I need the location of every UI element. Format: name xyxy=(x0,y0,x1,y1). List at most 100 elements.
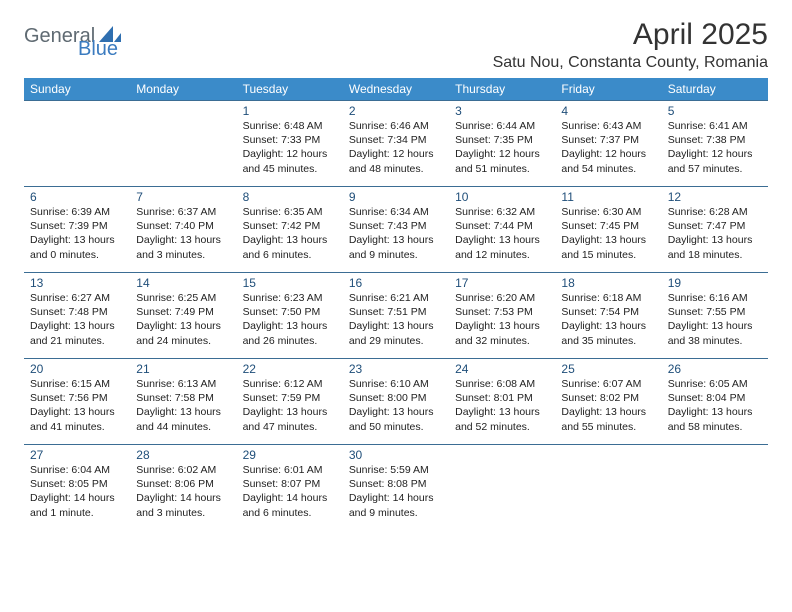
calendar-day-cell: 6Sunrise: 6:39 AM Sunset: 7:39 PM Daylig… xyxy=(24,187,130,273)
day-number: 27 xyxy=(30,448,124,462)
day-detail-text: Sunrise: 6:30 AM Sunset: 7:45 PM Dayligh… xyxy=(561,205,655,262)
calendar-day-cell xyxy=(24,101,130,187)
day-detail-text: Sunrise: 6:04 AM Sunset: 8:05 PM Dayligh… xyxy=(30,463,124,520)
calendar-day-cell xyxy=(449,445,555,531)
day-detail-text: Sunrise: 6:34 AM Sunset: 7:43 PM Dayligh… xyxy=(349,205,443,262)
day-number: 22 xyxy=(243,362,337,376)
calendar-day-cell: 3Sunrise: 6:44 AM Sunset: 7:35 PM Daylig… xyxy=(449,101,555,187)
calendar-day-cell: 1Sunrise: 6:48 AM Sunset: 7:33 PM Daylig… xyxy=(237,101,343,187)
day-number: 1 xyxy=(243,104,337,118)
calendar-day-cell: 22Sunrise: 6:12 AM Sunset: 7:59 PM Dayli… xyxy=(237,359,343,445)
location-text: Satu Nou, Constanta County, Romania xyxy=(493,54,768,72)
day-detail-text: Sunrise: 6:35 AM Sunset: 7:42 PM Dayligh… xyxy=(243,205,337,262)
day-number: 24 xyxy=(455,362,549,376)
day-number: 21 xyxy=(136,362,230,376)
month-title: April 2025 xyxy=(493,18,768,52)
weekday-header: Thursday xyxy=(449,78,555,101)
day-number: 25 xyxy=(561,362,655,376)
title-block: April 2025 Satu Nou, Constanta County, R… xyxy=(493,18,768,72)
calendar-week-row: 1Sunrise: 6:48 AM Sunset: 7:33 PM Daylig… xyxy=(24,101,768,187)
weekday-header: Friday xyxy=(555,78,661,101)
day-detail-text: Sunrise: 6:43 AM Sunset: 7:37 PM Dayligh… xyxy=(561,119,655,176)
day-number: 10 xyxy=(455,190,549,204)
day-detail-text: Sunrise: 6:41 AM Sunset: 7:38 PM Dayligh… xyxy=(668,119,762,176)
calendar-day-cell: 13Sunrise: 6:27 AM Sunset: 7:48 PM Dayli… xyxy=(24,273,130,359)
calendar-week-row: 27Sunrise: 6:04 AM Sunset: 8:05 PM Dayli… xyxy=(24,445,768,531)
calendar-day-cell: 23Sunrise: 6:10 AM Sunset: 8:00 PM Dayli… xyxy=(343,359,449,445)
logo: General Blue xyxy=(24,18,121,49)
calendar-table: Sunday Monday Tuesday Wednesday Thursday… xyxy=(24,78,768,531)
day-detail-text: Sunrise: 6:37 AM Sunset: 7:40 PM Dayligh… xyxy=(136,205,230,262)
day-detail-text: Sunrise: 6:27 AM Sunset: 7:48 PM Dayligh… xyxy=(30,291,124,348)
day-number: 12 xyxy=(668,190,762,204)
calendar-day-cell: 7Sunrise: 6:37 AM Sunset: 7:40 PM Daylig… xyxy=(130,187,236,273)
calendar-day-cell: 8Sunrise: 6:35 AM Sunset: 7:42 PM Daylig… xyxy=(237,187,343,273)
day-detail-text: Sunrise: 6:08 AM Sunset: 8:01 PM Dayligh… xyxy=(455,377,549,434)
day-number: 5 xyxy=(668,104,762,118)
calendar-day-cell: 5Sunrise: 6:41 AM Sunset: 7:38 PM Daylig… xyxy=(662,101,768,187)
calendar-day-cell: 18Sunrise: 6:18 AM Sunset: 7:54 PM Dayli… xyxy=(555,273,661,359)
day-detail-text: Sunrise: 6:32 AM Sunset: 7:44 PM Dayligh… xyxy=(455,205,549,262)
day-number: 4 xyxy=(561,104,655,118)
calendar-day-cell: 19Sunrise: 6:16 AM Sunset: 7:55 PM Dayli… xyxy=(662,273,768,359)
day-number: 14 xyxy=(136,276,230,290)
calendar-week-row: 6Sunrise: 6:39 AM Sunset: 7:39 PM Daylig… xyxy=(24,187,768,273)
weekday-header: Tuesday xyxy=(237,78,343,101)
day-detail-text: Sunrise: 6:10 AM Sunset: 8:00 PM Dayligh… xyxy=(349,377,443,434)
day-number: 7 xyxy=(136,190,230,204)
day-detail-text: Sunrise: 6:21 AM Sunset: 7:51 PM Dayligh… xyxy=(349,291,443,348)
day-number: 17 xyxy=(455,276,549,290)
day-detail-text: Sunrise: 6:05 AM Sunset: 8:04 PM Dayligh… xyxy=(668,377,762,434)
day-detail-text: Sunrise: 6:23 AM Sunset: 7:50 PM Dayligh… xyxy=(243,291,337,348)
calendar-day-cell xyxy=(662,445,768,531)
logo-text-blue: Blue xyxy=(78,38,118,61)
calendar-day-cell: 11Sunrise: 6:30 AM Sunset: 7:45 PM Dayli… xyxy=(555,187,661,273)
day-number: 9 xyxy=(349,190,443,204)
day-detail-text: Sunrise: 6:07 AM Sunset: 8:02 PM Dayligh… xyxy=(561,377,655,434)
calendar-day-cell: 12Sunrise: 6:28 AM Sunset: 7:47 PM Dayli… xyxy=(662,187,768,273)
calendar-day-cell: 28Sunrise: 6:02 AM Sunset: 8:06 PM Dayli… xyxy=(130,445,236,531)
day-detail-text: Sunrise: 6:18 AM Sunset: 7:54 PM Dayligh… xyxy=(561,291,655,348)
day-detail-text: Sunrise: 6:28 AM Sunset: 7:47 PM Dayligh… xyxy=(668,205,762,262)
calendar-day-cell xyxy=(555,445,661,531)
calendar-day-cell: 24Sunrise: 6:08 AM Sunset: 8:01 PM Dayli… xyxy=(449,359,555,445)
calendar-week-row: 13Sunrise: 6:27 AM Sunset: 7:48 PM Dayli… xyxy=(24,273,768,359)
day-detail-text: Sunrise: 6:48 AM Sunset: 7:33 PM Dayligh… xyxy=(243,119,337,176)
calendar-day-cell: 14Sunrise: 6:25 AM Sunset: 7:49 PM Dayli… xyxy=(130,273,236,359)
day-number: 30 xyxy=(349,448,443,462)
calendar-day-cell: 20Sunrise: 6:15 AM Sunset: 7:56 PM Dayli… xyxy=(24,359,130,445)
day-number: 11 xyxy=(561,190,655,204)
calendar-day-cell: 9Sunrise: 6:34 AM Sunset: 7:43 PM Daylig… xyxy=(343,187,449,273)
header: General Blue April 2025 Satu Nou, Consta… xyxy=(24,18,768,72)
calendar-day-cell: 30Sunrise: 5:59 AM Sunset: 8:08 PM Dayli… xyxy=(343,445,449,531)
calendar-day-cell xyxy=(130,101,236,187)
weekday-header: Wednesday xyxy=(343,78,449,101)
calendar-day-cell: 4Sunrise: 6:43 AM Sunset: 7:37 PM Daylig… xyxy=(555,101,661,187)
calendar-day-cell: 10Sunrise: 6:32 AM Sunset: 7:44 PM Dayli… xyxy=(449,187,555,273)
day-detail-text: Sunrise: 6:16 AM Sunset: 7:55 PM Dayligh… xyxy=(668,291,762,348)
day-detail-text: Sunrise: 6:44 AM Sunset: 7:35 PM Dayligh… xyxy=(455,119,549,176)
day-number: 15 xyxy=(243,276,337,290)
calendar-day-cell: 21Sunrise: 6:13 AM Sunset: 7:58 PM Dayli… xyxy=(130,359,236,445)
day-number: 3 xyxy=(455,104,549,118)
day-detail-text: Sunrise: 6:15 AM Sunset: 7:56 PM Dayligh… xyxy=(30,377,124,434)
calendar-day-cell: 15Sunrise: 6:23 AM Sunset: 7:50 PM Dayli… xyxy=(237,273,343,359)
day-detail-text: Sunrise: 6:46 AM Sunset: 7:34 PM Dayligh… xyxy=(349,119,443,176)
day-detail-text: Sunrise: 6:20 AM Sunset: 7:53 PM Dayligh… xyxy=(455,291,549,348)
day-number: 13 xyxy=(30,276,124,290)
calendar-day-cell: 17Sunrise: 6:20 AM Sunset: 7:53 PM Dayli… xyxy=(449,273,555,359)
calendar-day-cell: 26Sunrise: 6:05 AM Sunset: 8:04 PM Dayli… xyxy=(662,359,768,445)
day-detail-text: Sunrise: 6:25 AM Sunset: 7:49 PM Dayligh… xyxy=(136,291,230,348)
day-number: 26 xyxy=(668,362,762,376)
calendar-day-cell: 16Sunrise: 6:21 AM Sunset: 7:51 PM Dayli… xyxy=(343,273,449,359)
calendar-day-cell: 25Sunrise: 6:07 AM Sunset: 8:02 PM Dayli… xyxy=(555,359,661,445)
day-detail-text: Sunrise: 6:39 AM Sunset: 7:39 PM Dayligh… xyxy=(30,205,124,262)
weekday-header-row: Sunday Monday Tuesday Wednesday Thursday… xyxy=(24,78,768,101)
day-number: 28 xyxy=(136,448,230,462)
day-number: 18 xyxy=(561,276,655,290)
day-detail-text: Sunrise: 6:13 AM Sunset: 7:58 PM Dayligh… xyxy=(136,377,230,434)
day-number: 23 xyxy=(349,362,443,376)
weekday-header: Monday xyxy=(130,78,236,101)
day-detail-text: Sunrise: 6:02 AM Sunset: 8:06 PM Dayligh… xyxy=(136,463,230,520)
calendar-week-row: 20Sunrise: 6:15 AM Sunset: 7:56 PM Dayli… xyxy=(24,359,768,445)
